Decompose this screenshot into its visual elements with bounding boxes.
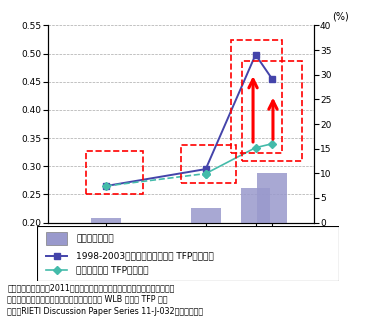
- Bar: [231, 39, 282, 153]
- Text: 導入率（右軸）: 導入率（右軸）: [76, 234, 114, 243]
- Bar: [181, 145, 236, 183]
- Bar: [257, 173, 287, 223]
- Bar: [241, 188, 270, 223]
- Y-axis label: (%): (%): [332, 11, 349, 22]
- Text: 資料：山本・松浦（2011）「ワーク・ライフ・バランス施策は企楮の生産
性を高めるか？－企楮パネルデータを用いた WLB 施策と TFP の検
証」（RIETI: 資料：山本・松浦（2011）「ワーク・ライフ・バランス施策は企楮の生産 性を高め…: [7, 283, 204, 316]
- Bar: [86, 151, 143, 194]
- Bar: [91, 218, 121, 223]
- Text: 1998-2003年に導入した企楮の TFP（左軸）: 1998-2003年に導入した企楮の TFP（左軸）: [76, 251, 214, 260]
- Text: 未導入企楮の TFP（左軸）: 未導入企楮の TFP（左軸）: [76, 266, 149, 275]
- Bar: [46, 232, 67, 245]
- Bar: [242, 61, 302, 161]
- Bar: [191, 208, 221, 223]
